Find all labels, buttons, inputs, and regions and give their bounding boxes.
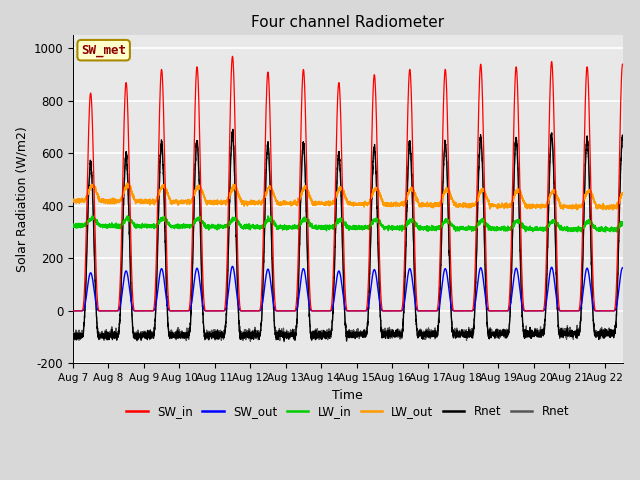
Text: SW_met: SW_met	[81, 44, 126, 57]
Title: Four channel Radiometer: Four channel Radiometer	[251, 15, 444, 30]
Y-axis label: Solar Radiation (W/m2): Solar Radiation (W/m2)	[15, 127, 28, 272]
X-axis label: Time: Time	[332, 389, 363, 402]
Legend: SW_in, SW_out, LW_in, LW_out, Rnet, Rnet: SW_in, SW_out, LW_in, LW_out, Rnet, Rnet	[122, 401, 574, 423]
